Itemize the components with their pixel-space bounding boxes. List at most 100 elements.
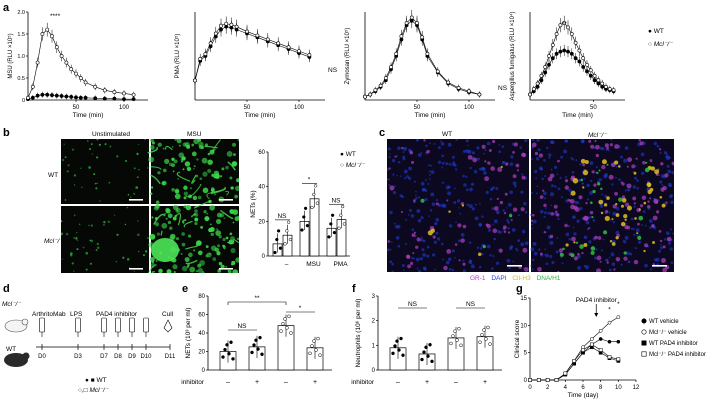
- dapi-nucleus: [571, 171, 575, 174]
- treatment-label: PAD4 inhibitor: [180, 379, 205, 386]
- data-point: [310, 344, 314, 348]
- dapi-nucleus: [440, 140, 442, 143]
- dapi-nucleus: [492, 255, 495, 258]
- data-point: [35, 60, 40, 65]
- treatment-sign: –: [396, 379, 400, 386]
- data-point: [332, 230, 337, 235]
- gr1-cell: [615, 256, 621, 262]
- dapi-nucleus: [468, 204, 473, 209]
- dapi-nucleus: [389, 152, 391, 155]
- gr1-cell: [558, 248, 564, 253]
- dapi-nucleus: [403, 176, 407, 180]
- data-point: [59, 54, 64, 58]
- fluorescent-spot: [209, 223, 212, 226]
- dapi-nucleus: [399, 194, 403, 198]
- d-genotype-wt: WT: [6, 346, 17, 353]
- cith3-spot: [634, 217, 637, 220]
- gr1-cell: [651, 224, 655, 228]
- dapi-nucleus: [419, 257, 424, 261]
- data-point: [302, 215, 306, 219]
- data-point: [449, 341, 453, 346]
- data-point: [569, 51, 574, 56]
- dapi-nucleus: [602, 238, 605, 241]
- data-point: [93, 84, 98, 89]
- gr1-cell: [400, 210, 404, 213]
- fluorescent-spot: [207, 159, 213, 165]
- fluorescent-spot: [156, 232, 161, 236]
- cith3-spot: [461, 204, 465, 207]
- gr1-cell: [499, 200, 504, 205]
- fluorescent-spot: [192, 195, 198, 201]
- data-point: [26, 95, 30, 100]
- fluorescent-spot: [87, 140, 89, 142]
- dapi-nucleus: [392, 191, 397, 195]
- dapi-nucleus: [563, 149, 568, 154]
- dapi-nucleus: [433, 240, 437, 244]
- dapi-nucleus: [393, 222, 396, 225]
- dapi-nucleus: [531, 191, 534, 194]
- data-point: [254, 338, 258, 342]
- dapi-nucleus: [506, 207, 508, 209]
- data-point: [54, 45, 59, 50]
- dapi-nucleus: [415, 139, 420, 142]
- dna-spot: [509, 214, 513, 218]
- panel-a-charts: Time (min) MSU (RLU ×10⁵) 50 100 0 0.5 1.0 1.5 2…: [7, 9, 625, 119]
- fluorescent-spot: [91, 153, 93, 155]
- gr1-cell: [512, 151, 515, 154]
- fluorescent-spot: [230, 248, 236, 254]
- data-point: [112, 90, 117, 94]
- gr1-cell: [493, 206, 499, 211]
- cith3-spot: [650, 166, 656, 171]
- gr1-cell: [664, 173, 669, 178]
- fluorescent-spot: [89, 262, 92, 265]
- dapi-nucleus: [465, 188, 469, 192]
- significance-annotation: ****: [50, 13, 61, 20]
- dapi-nucleus: [561, 262, 564, 265]
- arrow-head-icon: [594, 313, 599, 317]
- data-point: [616, 339, 621, 344]
- dapi-nucleus: [420, 238, 424, 242]
- gr1-cell: [581, 252, 584, 255]
- fluorescent-spot: [215, 218, 222, 225]
- cith3-spot: [615, 213, 620, 217]
- gr1-cell: [394, 155, 397, 158]
- dna-spot: [482, 244, 486, 249]
- dapi-nucleus: [408, 166, 412, 171]
- dapi-nucleus: [521, 229, 526, 234]
- col-msu: MSU: [187, 131, 202, 138]
- gr1-cell: [662, 267, 668, 272]
- gr1-cell: [660, 257, 666, 263]
- gr1-cell: [472, 157, 478, 163]
- data-point: [40, 92, 45, 97]
- dapi-nucleus: [501, 145, 505, 148]
- dapi-nucleus: [560, 196, 564, 199]
- d-legend-mcl: ○,□ Mcl⁻/⁻: [78, 387, 109, 394]
- data-point: [543, 65, 548, 69]
- dapi-nucleus: [420, 152, 423, 155]
- dapi-nucleus: [489, 254, 492, 257]
- data-point: [234, 24, 239, 29]
- dapi-nucleus: [396, 174, 399, 177]
- fluorescent-spot: [225, 266, 228, 268]
- dapi-nucleus: [498, 150, 501, 154]
- syringe-icon: [129, 317, 135, 333]
- dapi-nucleus: [495, 210, 500, 215]
- gr1-cell: [621, 182, 625, 186]
- data-point: [227, 351, 231, 356]
- dapi-nucleus: [508, 266, 511, 270]
- gr1-cell: [626, 165, 629, 168]
- dapi-nucleus: [435, 218, 440, 222]
- dapi-nucleus: [493, 219, 498, 224]
- dapi-nucleus: [560, 155, 564, 159]
- gr1-cell: [518, 265, 522, 270]
- fluorescent-spot: [186, 166, 192, 172]
- net-strand: [193, 200, 211, 209]
- fluorescent-spot: [138, 250, 140, 253]
- y-tick-label: 0.5: [17, 76, 25, 82]
- fluorescent-spot: [162, 168, 167, 173]
- dapi-nucleus: [579, 162, 582, 166]
- cith3-spot: [582, 186, 585, 189]
- dapi-nucleus: [633, 233, 636, 236]
- dapi-nucleus: [421, 248, 425, 252]
- data-point: [391, 351, 395, 356]
